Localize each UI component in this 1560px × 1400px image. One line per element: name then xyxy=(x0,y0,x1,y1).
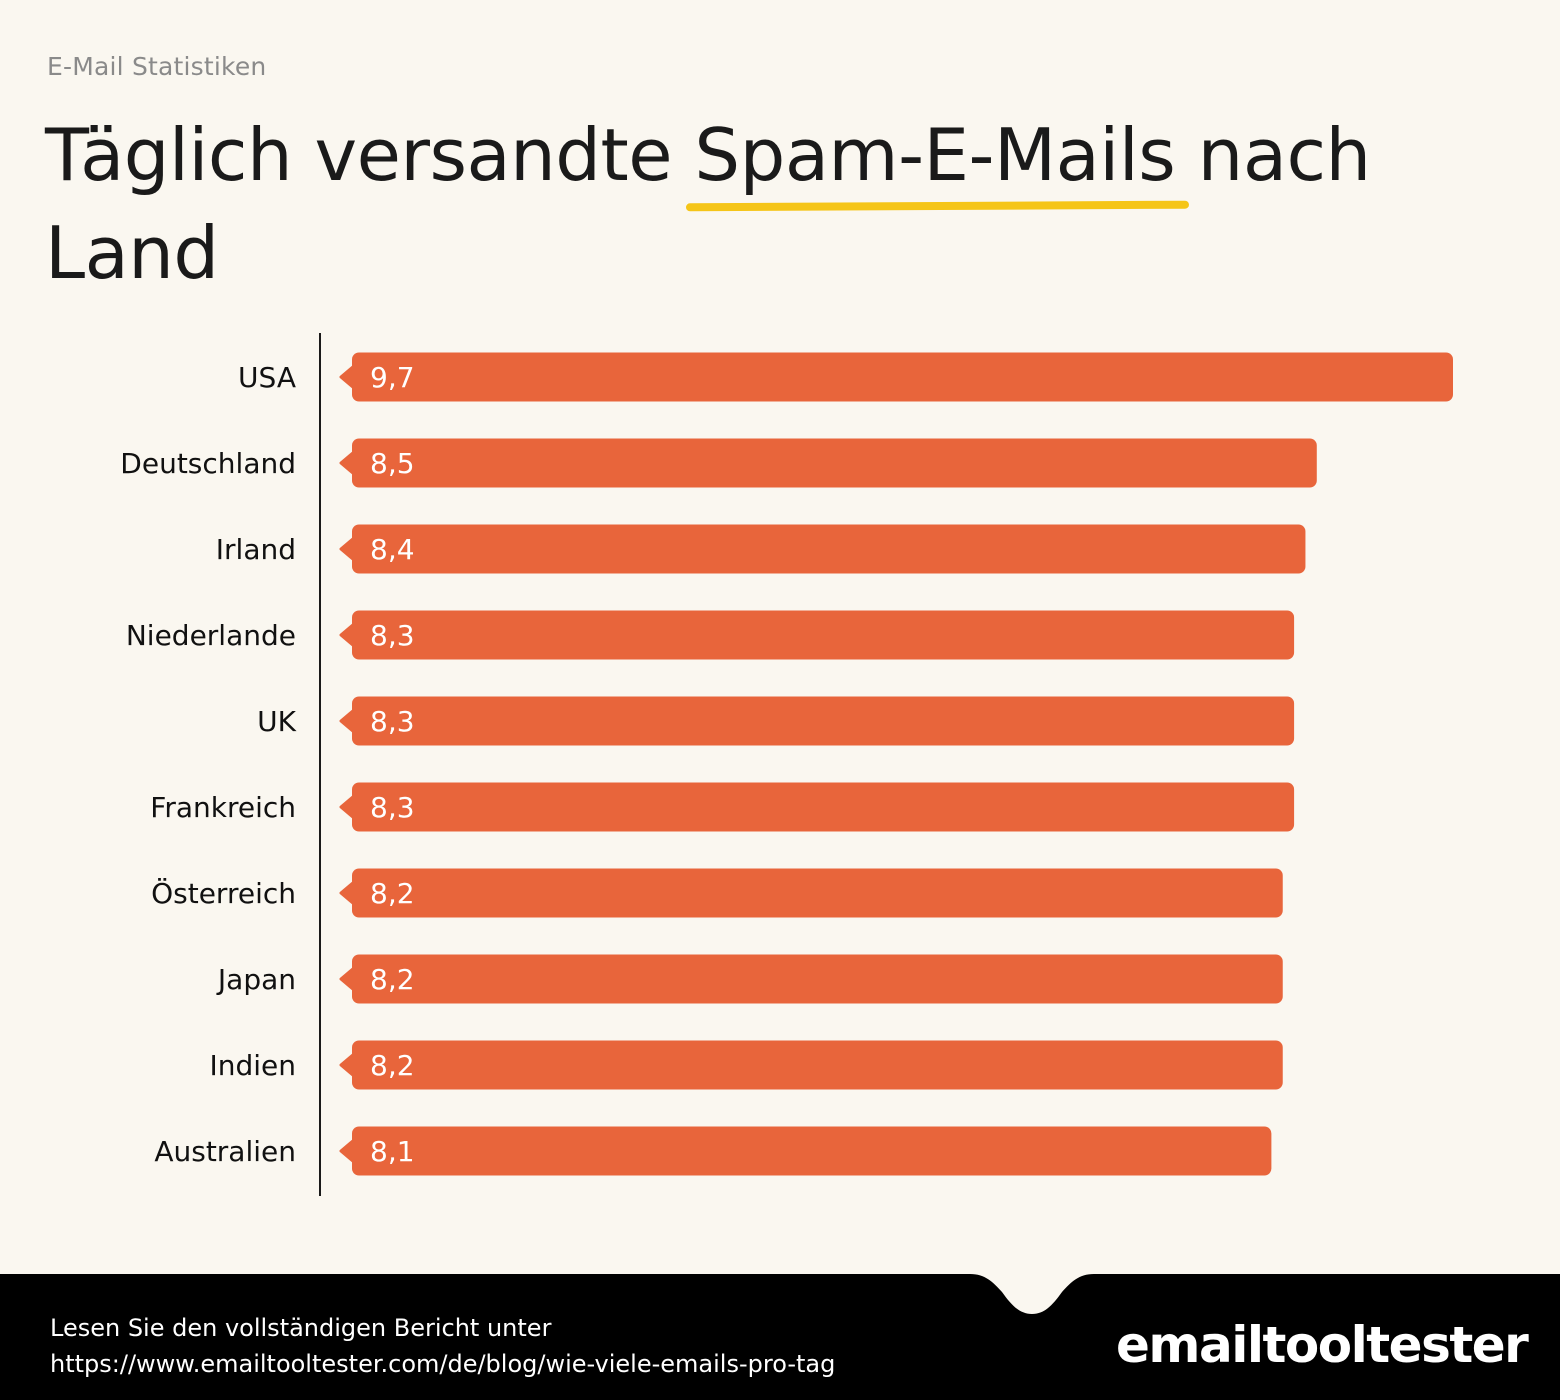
value-label: 8,5 xyxy=(370,447,415,480)
title-part-before: Täglich versandte xyxy=(45,113,695,197)
category-label: Frankreich xyxy=(150,791,296,824)
bar-row: UK 8,3 xyxy=(257,696,1295,746)
kicker: E-Mail Statistiken xyxy=(47,52,267,81)
value-label: 8,3 xyxy=(370,705,415,738)
bar-row: Indien 8,2 xyxy=(209,1040,1283,1090)
value-label: 9,7 xyxy=(370,361,415,394)
category-label: USA xyxy=(238,361,296,394)
bar xyxy=(352,1126,1272,1176)
category-label: Indien xyxy=(209,1049,296,1082)
category-label: Niederlande xyxy=(126,619,296,652)
value-label: 8,3 xyxy=(370,619,415,652)
bar-row: Australien 8,1 xyxy=(154,1126,1272,1176)
emailtooltester-logo: emailtooltester xyxy=(1116,1316,1529,1374)
bar-row: Frankreich 8,3 xyxy=(150,782,1295,832)
value-label: 8,3 xyxy=(370,791,415,824)
footer-line-1: Lesen Sie den vollständigen Bericht unte… xyxy=(50,1314,552,1342)
report-link[interactable]: https://www.emailtooltester.com/de/blog/… xyxy=(50,1350,836,1378)
bar-row: Irland 8,4 xyxy=(216,524,1306,574)
bar xyxy=(352,524,1306,574)
bar xyxy=(352,696,1295,746)
bar-row: Japan 8,2 xyxy=(216,954,1283,1004)
bar xyxy=(352,1040,1283,1090)
footer: Lesen Sie den vollständigen Bericht unte… xyxy=(0,1256,1560,1400)
footer-background xyxy=(0,1274,1560,1400)
value-label: 8,2 xyxy=(370,877,415,910)
value-label: 8,4 xyxy=(370,533,415,566)
bar-row: Deutschland 8,5 xyxy=(120,438,1317,488)
bar xyxy=(352,610,1295,660)
bar xyxy=(352,438,1317,488)
value-label: 8,2 xyxy=(370,963,415,996)
category-label: UK xyxy=(257,705,296,738)
chart-title: Täglich versandte Spam-E-Mails nach Land xyxy=(45,106,1485,302)
category-label: Japan xyxy=(216,963,296,996)
category-label: Irland xyxy=(216,533,296,566)
value-label: 8,1 xyxy=(370,1135,415,1168)
value-label: 8,2 xyxy=(370,1049,415,1082)
bar-row: Österreich 8,2 xyxy=(151,868,1283,918)
bar xyxy=(352,868,1283,918)
bar-chart: USA 9,7 Deutschland 8,5 Irland 8,4 Niederlande… xyxy=(120,333,1453,1196)
bar xyxy=(352,954,1283,1004)
title-part-after: nach Land xyxy=(45,113,1371,295)
category-label: Australien xyxy=(154,1135,296,1168)
bar xyxy=(352,352,1453,402)
bar-row: Niederlande 8,3 xyxy=(126,610,1295,660)
bar xyxy=(352,782,1295,832)
category-label: Deutschland xyxy=(120,447,296,480)
bar-row: USA 9,7 xyxy=(238,352,1453,402)
footer-text: Lesen Sie den vollständigen Bericht unte… xyxy=(50,1310,835,1382)
category-label: Österreich xyxy=(151,876,296,910)
title-highlight: Spam-E-Mails xyxy=(694,106,1175,204)
